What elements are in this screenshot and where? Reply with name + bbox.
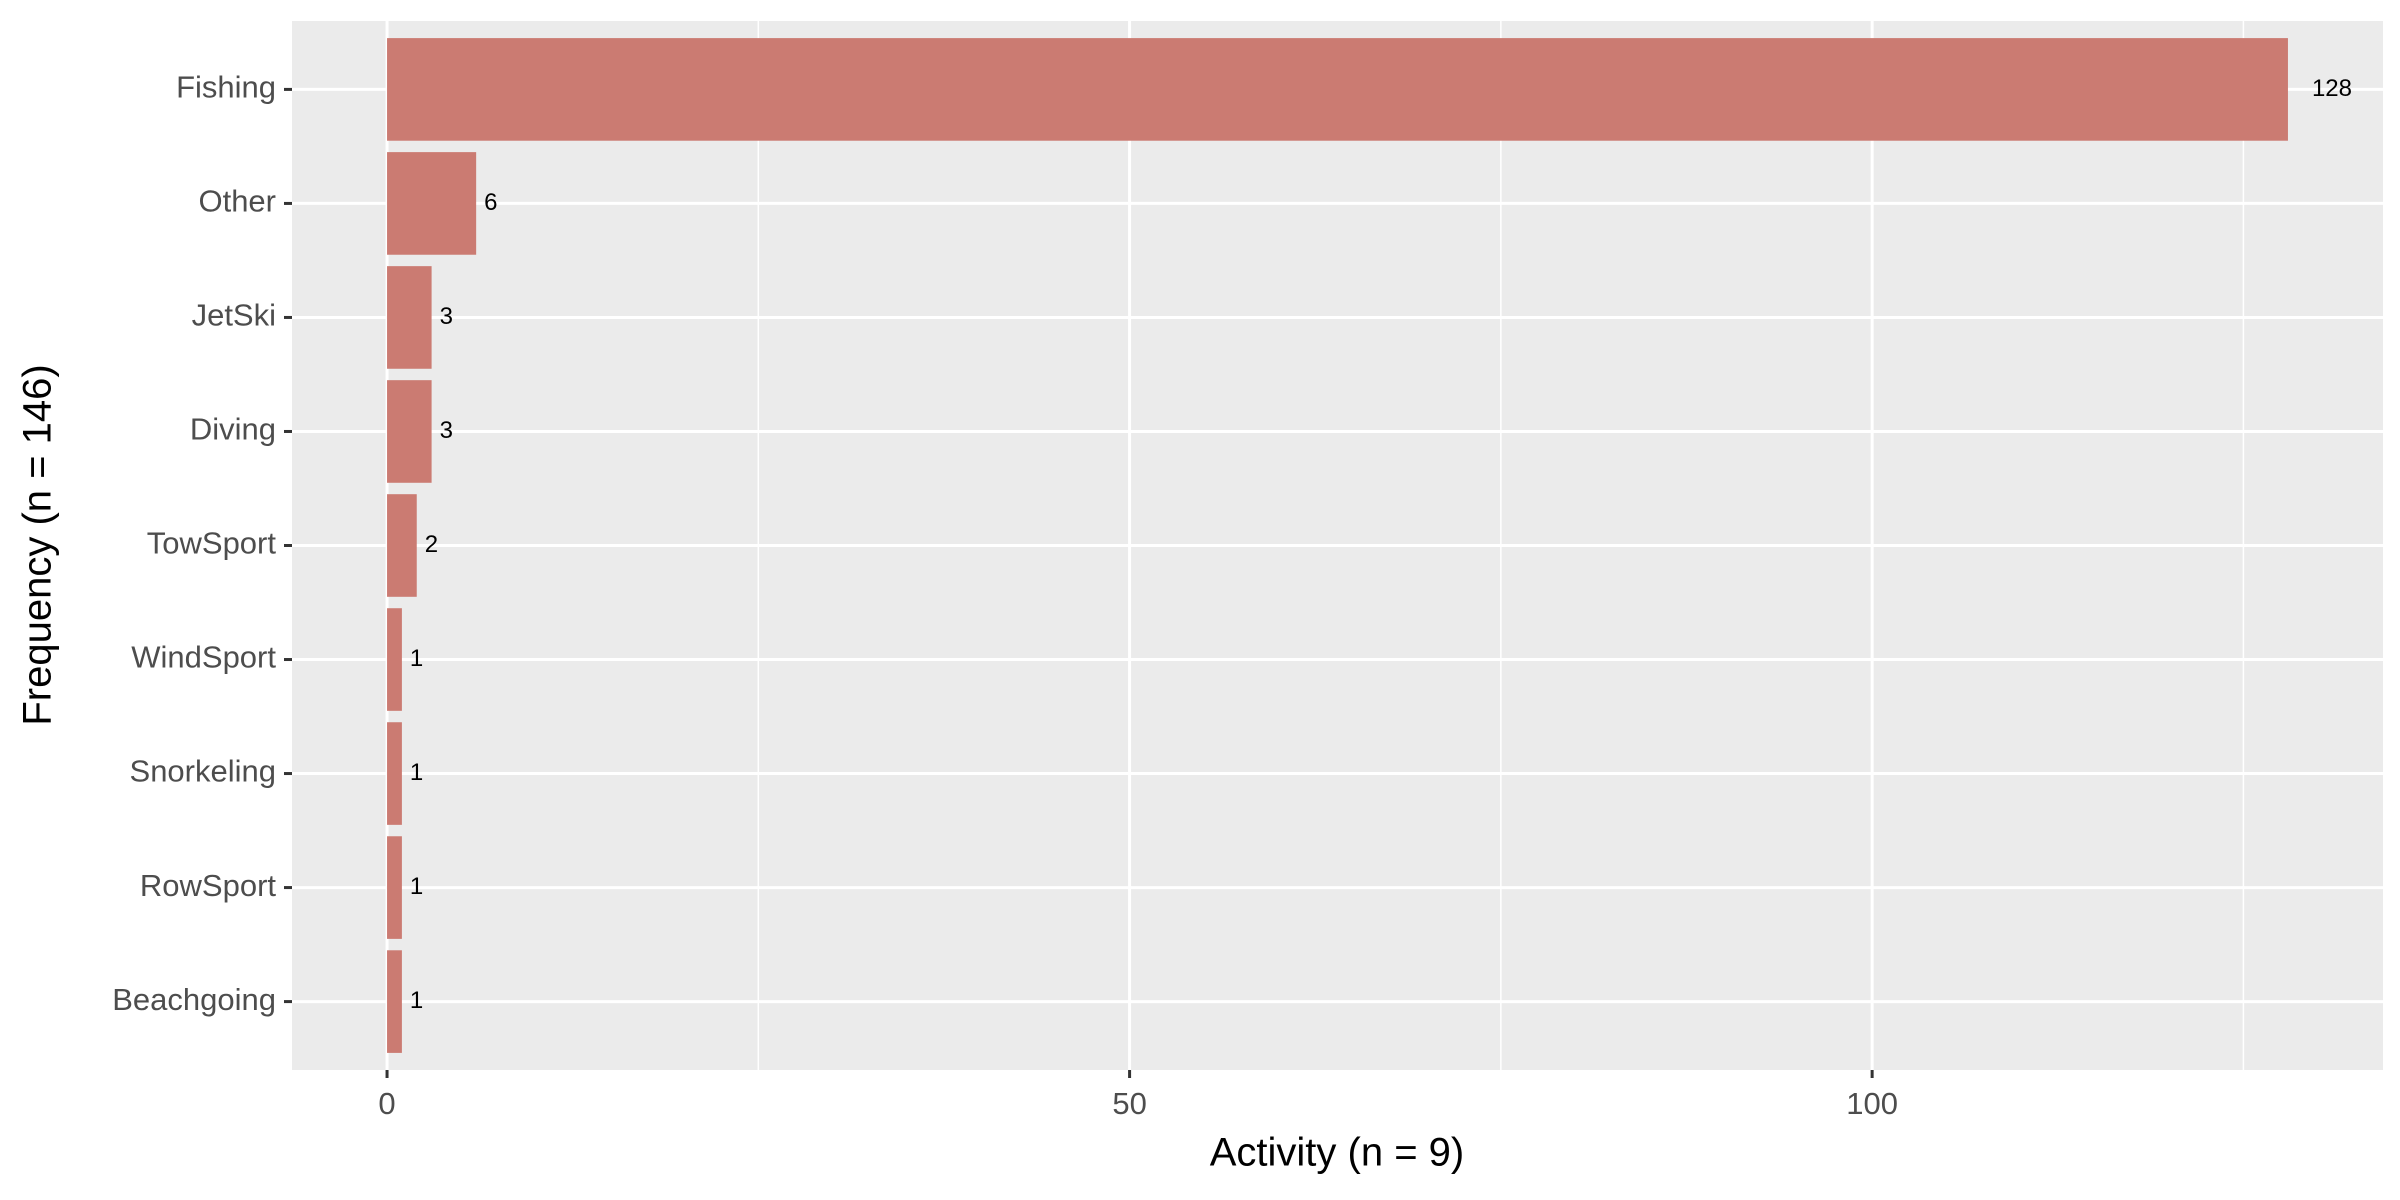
x-axis-title: Activity (n = 9)	[1210, 1131, 1465, 1175]
value-label: 6	[484, 189, 497, 216]
bar	[387, 266, 432, 369]
x-tick-label: 100	[1846, 1086, 1898, 1121]
x-tick-label: 0	[378, 1086, 395, 1121]
y-tick-label: RowSport	[140, 868, 276, 903]
value-label: 1	[410, 987, 423, 1014]
y-tick-label: Other	[198, 184, 276, 219]
value-label: 3	[440, 303, 453, 330]
value-label: 1	[410, 645, 423, 672]
y-tick-label: TowSport	[147, 526, 277, 561]
bar	[387, 608, 402, 711]
bar	[387, 494, 417, 597]
bar	[387, 950, 402, 1053]
value-label: 128	[2312, 75, 2352, 102]
value-label: 3	[440, 417, 453, 444]
y-tick-label: Beachgoing	[112, 982, 276, 1017]
value-label: 1	[410, 873, 423, 900]
bar	[387, 152, 477, 255]
bar	[387, 38, 2288, 141]
y-tick-label: Snorkeling	[130, 754, 276, 789]
x-tick-label: 50	[1112, 1086, 1146, 1121]
bar	[387, 380, 432, 483]
y-axis-title: Frequency (n = 146)	[16, 364, 60, 725]
y-tick-label: JetSki	[192, 298, 276, 333]
bar	[387, 836, 402, 939]
value-label: 2	[425, 531, 438, 558]
bar	[387, 722, 402, 825]
y-tick-label: WindSport	[131, 640, 276, 675]
value-label: 1	[410, 759, 423, 786]
y-tick-label: Fishing	[176, 70, 276, 105]
y-tick-label: Diving	[190, 412, 276, 447]
